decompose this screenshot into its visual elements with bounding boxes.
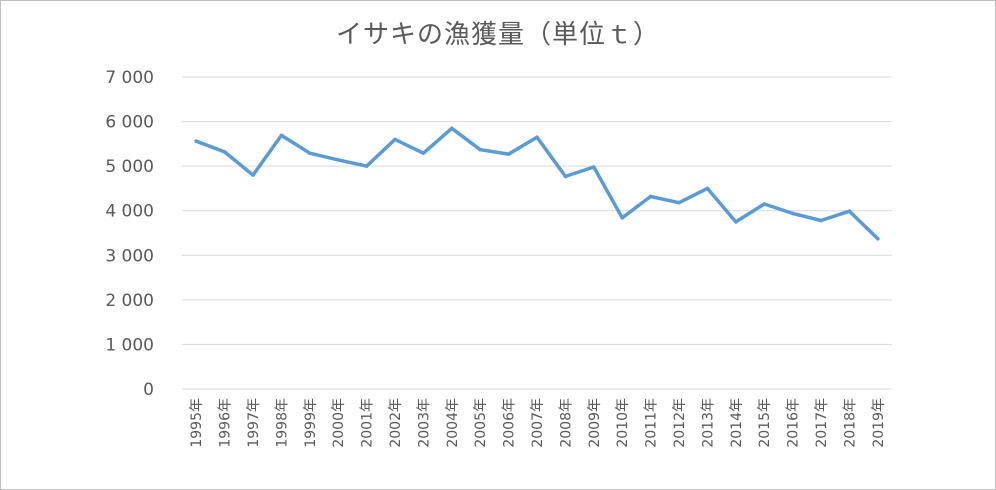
data-point xyxy=(393,137,397,142)
x-tick-label: 2011年 xyxy=(644,398,660,448)
data-point xyxy=(478,147,483,152)
x-tick-label: 2014年 xyxy=(729,398,745,448)
y-tick-label: 1 000 xyxy=(105,335,154,355)
x-tick-label: 2000年 xyxy=(331,398,347,448)
y-tick-label: 4 000 xyxy=(105,202,154,222)
x-tick-label: 1995年 xyxy=(189,398,205,448)
y-tick-label: 5 000 xyxy=(105,157,154,177)
x-tick-label: 2015年 xyxy=(757,398,773,448)
x-tick-label: 2010年 xyxy=(615,398,631,448)
x-tick-label: 2012年 xyxy=(672,398,688,448)
y-tick-label: 0 xyxy=(143,380,154,400)
data-point xyxy=(222,150,227,154)
x-tick-label: 2001年 xyxy=(360,398,376,448)
chart-title: イサキの漁獲量（単位ｔ） xyxy=(335,20,660,50)
data-point xyxy=(251,173,255,177)
data-point xyxy=(620,216,624,220)
x-tick-label: 1999年 xyxy=(303,398,319,448)
x-tick-label: 2018年 xyxy=(842,398,858,448)
x-tick-label: 2004年 xyxy=(445,398,461,448)
data-point xyxy=(592,165,596,169)
y-tick-label: 3 000 xyxy=(105,246,154,266)
x-tick-label: 1997年 xyxy=(246,398,262,448)
data-point xyxy=(819,218,823,223)
data-point xyxy=(308,151,312,156)
data-point xyxy=(535,135,539,139)
data-point xyxy=(876,236,880,241)
x-tick-label: 1996年 xyxy=(218,398,234,448)
data-point xyxy=(194,139,198,143)
data-point xyxy=(450,126,454,131)
x-tick-label: 1998年 xyxy=(274,398,290,448)
x-tick-label: 2006年 xyxy=(502,398,518,448)
data-point xyxy=(790,211,795,216)
data-point xyxy=(279,133,284,138)
x-tick-label: 2008年 xyxy=(558,398,574,448)
series-line xyxy=(194,126,880,241)
y-tick-label: 7 000 xyxy=(105,68,154,88)
x-tick-label: 2013年 xyxy=(700,398,716,448)
x-tick-label: 2017年 xyxy=(814,398,830,448)
data-point xyxy=(762,202,766,206)
data-point xyxy=(336,158,341,162)
x-tick-label: 2003年 xyxy=(416,398,432,448)
data-point xyxy=(648,194,653,199)
x-tick-label: 2016年 xyxy=(786,398,802,448)
data-point xyxy=(421,151,426,156)
data-point xyxy=(563,174,568,179)
x-tick-label: 2005年 xyxy=(473,398,489,448)
x-tick-label: 2019年 xyxy=(871,398,887,448)
data-point xyxy=(677,200,681,205)
data-point xyxy=(705,186,710,191)
data-point xyxy=(734,220,738,224)
x-tick-label: 2007年 xyxy=(530,398,546,448)
data-point xyxy=(506,152,511,156)
data-point xyxy=(847,209,852,213)
y-tick-label: 6 000 xyxy=(105,113,154,133)
data-point xyxy=(364,164,369,168)
x-tick-label: 2002年 xyxy=(388,398,404,448)
y-tick-label: 2 000 xyxy=(105,291,154,311)
x-tick-label: 2009年 xyxy=(587,398,603,448)
